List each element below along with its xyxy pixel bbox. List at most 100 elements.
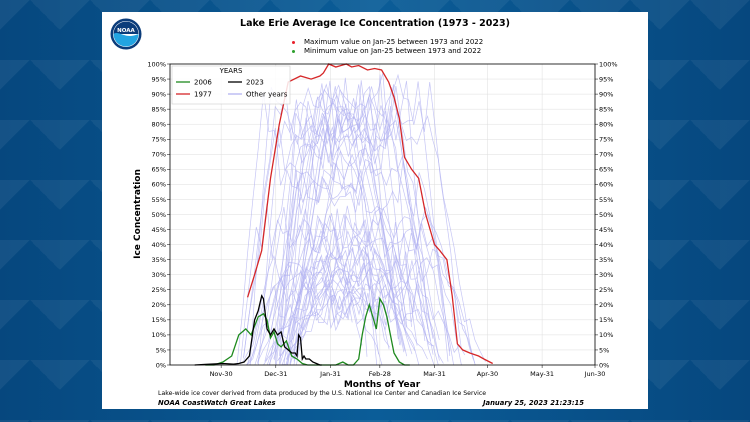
y-tick-label-right: 30% <box>599 271 613 279</box>
timestamp-label: January 25, 2023 21:23:15 <box>482 399 584 407</box>
y-tick-label-right: 70% <box>599 151 613 159</box>
min-dot-icon <box>292 49 295 53</box>
x-tick-label: Jun-30 <box>584 370 606 378</box>
other-year-line <box>278 247 449 362</box>
y-tick-label-right: 65% <box>599 166 613 174</box>
other-year-line <box>273 222 454 365</box>
other-year-line <box>279 151 413 364</box>
other-year-line <box>249 159 462 366</box>
y-tick-label-right: 95% <box>599 75 613 83</box>
other-year-line <box>286 73 462 366</box>
y-tick-label: 5% <box>156 346 166 354</box>
max-legend-label: Maximum value on Jan-25 between 1973 and… <box>304 38 484 46</box>
y-tick-label-right: 50% <box>599 211 613 219</box>
other-year-line <box>247 245 486 366</box>
other-year-line <box>264 118 440 362</box>
other-year-line <box>274 155 440 365</box>
x-axis-label: Months of Year <box>344 380 421 390</box>
legend-title: YEARS <box>219 67 243 75</box>
chart-title: Lake Erie Average Ice Concentration (197… <box>240 18 510 29</box>
other-year-line <box>285 226 377 360</box>
series-line-2023 <box>194 294 322 366</box>
min-legend-label: Minimum value on Jan-25 between 1973 and… <box>304 47 482 55</box>
y-tick-label-right: 0% <box>599 361 609 369</box>
legend-label: 2023 <box>246 79 264 87</box>
other-year-line <box>281 214 426 366</box>
source-label: NOAA CoastWatch Great Lakes <box>158 399 276 407</box>
y-tick-label-right: 40% <box>599 241 613 249</box>
other-year-line <box>268 263 418 366</box>
y-tick-label: 60% <box>152 181 166 189</box>
other-year-line <box>243 110 451 358</box>
y-tick-label: 80% <box>152 121 166 129</box>
y-tick-label: 55% <box>152 196 166 204</box>
other-year-line <box>279 74 429 364</box>
y-tick-label: 45% <box>152 226 166 234</box>
y-tick-label: 75% <box>152 136 166 144</box>
y-tick-label: 35% <box>152 256 166 264</box>
max-legend-entry: Maximum value on Jan-25 between 1973 and… <box>292 38 483 47</box>
y-tick-label: 85% <box>152 105 166 113</box>
data-source-note: Lake-wide ice cover derived from data pr… <box>158 390 487 397</box>
x-tick-label: Apr-30 <box>477 370 498 378</box>
legend-label: Other years <box>246 91 288 99</box>
chart-panel: NOAA Lake Erie Average Ice Concentration… <box>102 12 648 409</box>
x-tick-label: Jan-31 <box>319 370 341 378</box>
series-line-1977 <box>246 63 493 365</box>
y-tick-label-right: 55% <box>599 196 613 204</box>
y-tick-label: 25% <box>152 286 166 294</box>
y-axis-label: Ice Concentration <box>133 169 143 259</box>
y-tick-label: 95% <box>152 75 166 83</box>
other-year-line <box>269 84 392 366</box>
x-tick-label: Feb-28 <box>369 370 391 378</box>
y-tick-label: 90% <box>152 90 166 98</box>
other-year-line <box>293 133 401 359</box>
other-year-line <box>257 207 476 364</box>
y-tick-label-right: 20% <box>599 301 613 309</box>
y-tick-label: 40% <box>152 241 166 249</box>
other-year-line <box>296 211 435 366</box>
y-tick-label: 50% <box>152 211 166 219</box>
y-tick-label-right: 90% <box>599 90 613 98</box>
noaa-logo-icon: NOAA <box>110 18 142 50</box>
ice-concentration-chart: 0% 0% 5% 5% 10% 10% 15% 15% 20% 20% 25% 25% 30% 30% 35… <box>133 60 618 390</box>
other-year-line <box>287 252 416 357</box>
other-year-line <box>289 250 434 366</box>
other-year-line <box>292 149 405 360</box>
y-tick-label-right: 80% <box>599 121 613 129</box>
y-tick-label: 20% <box>152 301 166 309</box>
x-tick-label: Dec-31 <box>264 370 287 378</box>
y-tick-label-right: 45% <box>599 226 613 234</box>
y-tick-label: 10% <box>152 331 166 339</box>
y-tick-label-right: 85% <box>599 105 613 113</box>
legend-label: 2006 <box>194 79 212 87</box>
min-legend-entry: Minimum value on Jan-25 between 1973 and… <box>292 47 483 56</box>
y-tick-label-right: 25% <box>599 286 613 294</box>
y-tick-label: 15% <box>152 316 166 324</box>
y-tick-label-right: 35% <box>599 256 613 264</box>
y-tick-label-right: 10% <box>599 331 613 339</box>
other-year-line <box>257 205 390 364</box>
other-years-lines <box>236 72 486 366</box>
legend-label: 1977 <box>194 91 212 99</box>
legend-box <box>171 65 291 105</box>
y-tick-label-right: 15% <box>599 316 613 324</box>
other-year-line <box>275 177 378 366</box>
y-tick-label-right: 75% <box>599 136 613 144</box>
noaa-logo-text: NOAA <box>117 28 135 34</box>
y-tick-labels: 0% 0% 5% 5% 10% 10% 15% 15% 20% 20% 25% 25% 30% 30% 35… <box>147 60 617 369</box>
years-legend: YEARS 2006 2023 1977 Other years <box>171 65 291 105</box>
y-tick-label-right: 100% <box>599 60 618 68</box>
max-min-legend: Maximum value on Jan-25 between 1973 and… <box>292 38 483 56</box>
y-tick-label: 0% <box>156 361 166 369</box>
y-tick-label: 30% <box>152 271 166 279</box>
y-tick-label: 65% <box>152 166 166 174</box>
other-year-line <box>289 279 466 363</box>
y-tick-label-right: 5% <box>599 346 609 354</box>
x-tick-label: May-31 <box>530 370 554 378</box>
other-year-line <box>265 281 383 366</box>
x-tick-label: Mar-31 <box>423 370 445 378</box>
x-tick-labels: Nov-30 Dec-31 Jan-31 Feb-28 Mar-31 Apr-30 May-… <box>210 365 606 378</box>
max-dot-icon <box>292 40 295 44</box>
y-tick-label-right: 60% <box>599 181 613 189</box>
